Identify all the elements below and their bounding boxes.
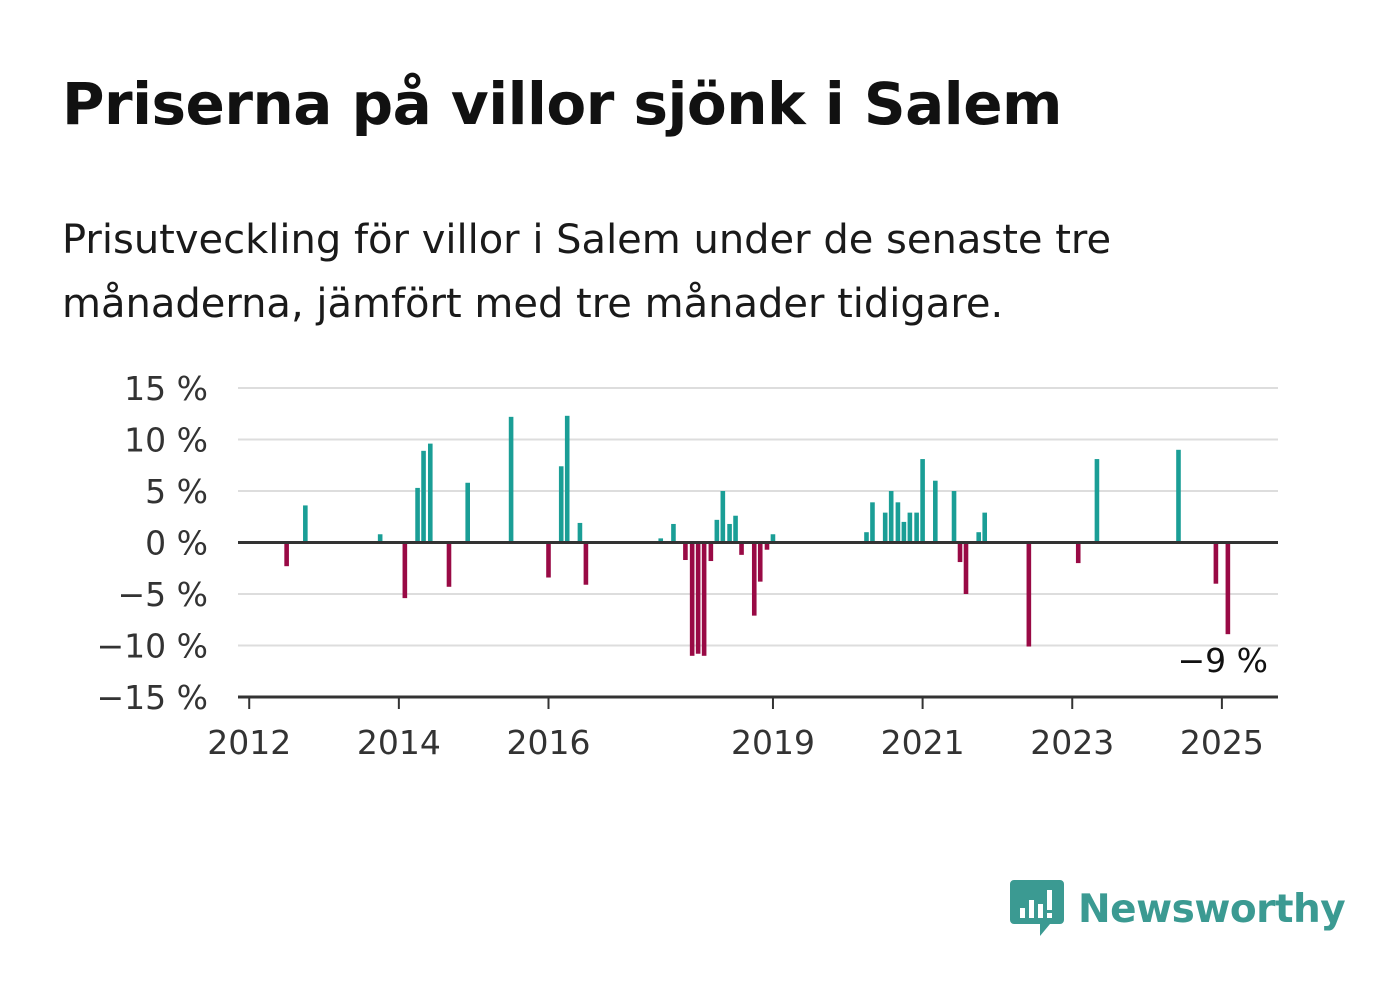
bar [427, 443, 433, 543]
bar [683, 542, 688, 561]
bar [415, 487, 420, 543]
x-tick-label: 2021 [881, 723, 965, 762]
bar [546, 542, 551, 578]
bar [714, 519, 720, 543]
x-tick-label: 2014 [357, 723, 441, 762]
bar [720, 491, 726, 543]
x-tick-label: 2019 [731, 723, 815, 762]
y-tick-label: 15 % [124, 369, 208, 408]
bar [558, 466, 564, 543]
bar [920, 459, 925, 543]
bar [564, 415, 570, 543]
bar [465, 482, 470, 543]
bar [446, 542, 452, 587]
bar-series [284, 415, 1231, 656]
bar [377, 534, 383, 543]
newsworthy-brand-name: Newsworthy [1078, 886, 1346, 932]
bar [583, 542, 589, 585]
chart-subtitle: Prisutveckling för villor i Salem under … [62, 217, 1112, 327]
y-tick-label: −15 % [97, 678, 209, 717]
bar [751, 542, 757, 616]
bar [757, 542, 763, 582]
bar [882, 512, 888, 543]
bar [1075, 542, 1081, 564]
bar [914, 512, 919, 543]
bar [733, 515, 738, 543]
bar [976, 532, 982, 543]
newsworthy-logo-icon [1010, 880, 1064, 936]
bar [907, 512, 913, 543]
bar [402, 542, 408, 599]
bar [1213, 542, 1219, 584]
bar [1225, 542, 1231, 635]
y-tick-label: 5 % [145, 472, 208, 511]
bar [864, 532, 869, 543]
bar [951, 491, 957, 543]
bar [1176, 449, 1181, 543]
x-tick-label: 2016 [507, 723, 591, 762]
bar [739, 542, 744, 555]
bar [957, 542, 963, 563]
y-tick-label: −5 % [118, 575, 209, 614]
bar [764, 542, 770, 550]
bar [963, 542, 969, 594]
last-value-annotation: −9 % [1178, 641, 1269, 680]
y-axis-labels: 15 % 10 % 5 % 0 % −5 % −10 % −15 % [97, 369, 209, 717]
y-tick-label: 0 % [145, 524, 208, 563]
bar [770, 534, 776, 543]
bar [303, 505, 308, 543]
bar [671, 523, 676, 543]
bar [658, 538, 664, 543]
x-axis-labels: 2012 2014 2016 2019 2021 2023 2025 [207, 723, 1264, 762]
bar [689, 542, 695, 656]
bar-chart: 15 %10 %5 %0 %−5 %−10 %−15 % 2012 2014 201… [97, 369, 1278, 762]
bar [421, 450, 426, 543]
bar [727, 523, 732, 543]
bar [508, 416, 514, 543]
x-tick-label: 2012 [207, 723, 291, 762]
x-tick-label: 2023 [1030, 723, 1114, 762]
gridlines [238, 387, 1278, 647]
bar [888, 491, 894, 543]
bar [1094, 459, 1100, 543]
bar [982, 512, 988, 543]
chart-title: Priserna på villor sjönk i Salem [62, 70, 1062, 138]
y-tick-label: 10 % [124, 421, 208, 460]
newsworthy-logo: Newsworthy [1010, 878, 1346, 940]
bar [895, 502, 901, 543]
bar [1026, 542, 1032, 647]
bar [577, 522, 583, 543]
bar [933, 480, 938, 543]
bar [284, 542, 289, 567]
bar [708, 542, 714, 562]
bar [901, 521, 907, 543]
axes [238, 541, 1278, 709]
x-tick-label: 2025 [1180, 723, 1264, 762]
bar [701, 542, 707, 656]
bar [695, 542, 701, 654]
y-tick-label: −10 % [97, 627, 209, 666]
bar [870, 502, 875, 543]
